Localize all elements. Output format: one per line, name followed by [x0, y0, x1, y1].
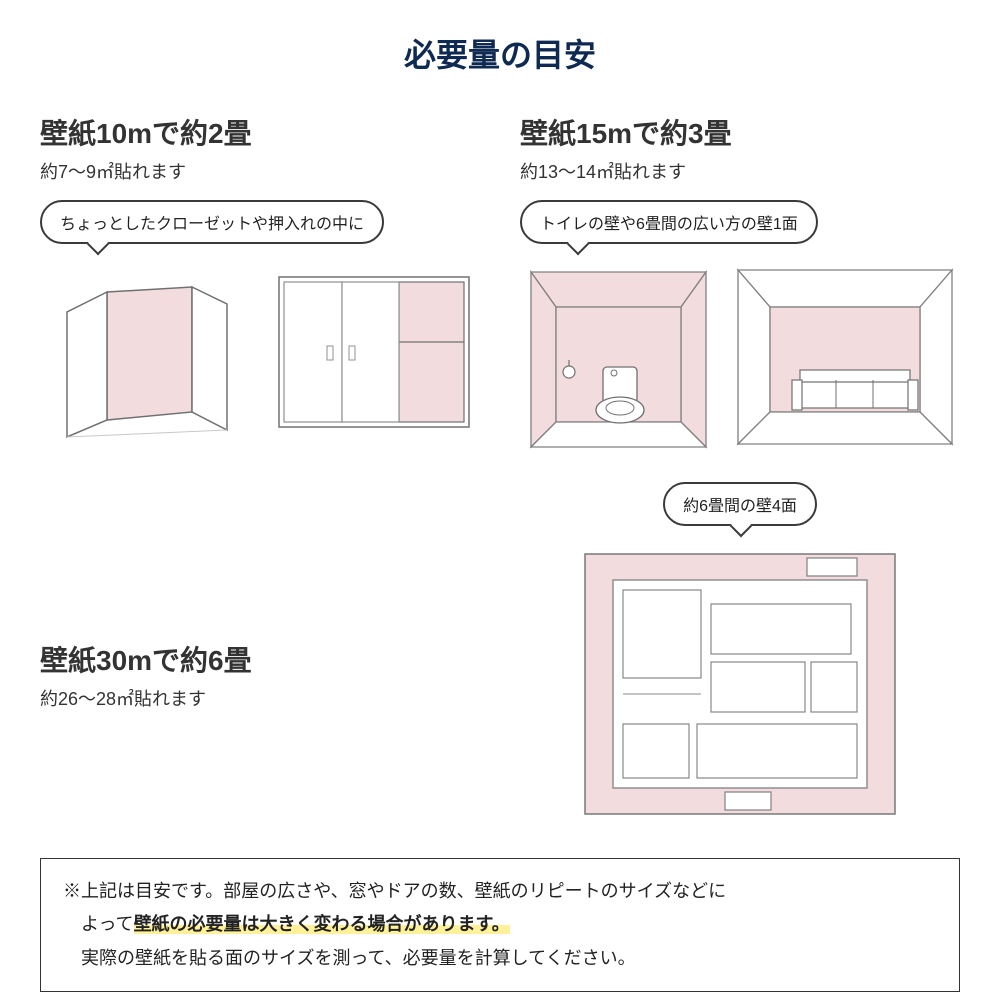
bubble-15m: トイレの壁や6畳間の広い方の壁1面 [520, 200, 818, 244]
bubble-30m: 約6畳間の壁4面 [663, 482, 817, 526]
note-line-2-prefix: よって [63, 914, 134, 934]
heading-10m: 壁紙10mで約2畳 [40, 112, 480, 152]
block-10m: 壁紙10mで約2畳 約7〜9㎡貼れます ちょっとしたクローゼットや押入れの中に [40, 112, 480, 452]
content-grid: 壁紙10mで約2畳 約7〜9㎡貼れます ちょっとしたクローゼットや押入れの中に [40, 112, 960, 824]
block-30m: 壁紙30mで約6畳 約26〜28㎡貼れます [40, 482, 480, 824]
note-line-3: 実際の壁紙を貼る面のサイズを測って、必要量を計算してください。 [63, 942, 937, 975]
living-wall-icon [730, 262, 960, 452]
page-title: 必要量の目安 [40, 30, 960, 76]
oshiire-icon [267, 262, 480, 442]
illus-row-15m [520, 262, 960, 452]
note-highlight: 壁紙の必要量は大きく変わる場合があります。 [134, 914, 510, 934]
toilet-room-icon [520, 262, 716, 452]
heading-30m: 壁紙30mで約6畳 [40, 639, 480, 679]
note-line-2: よって壁紙の必要量は大きく変わる場合があります。 [63, 908, 937, 941]
illus-row-10m [40, 262, 480, 442]
note-line-1: ※上記は目安です。部屋の広さや、窓やドアの数、壁紙のリピートのサイズなどに [63, 875, 937, 908]
sub-10m: 約7〜9㎡貼れます [40, 158, 480, 184]
sub-30m: 約26〜28㎡貼れます [40, 685, 480, 711]
block-30m-illus: 約6畳間の壁4面 [520, 482, 960, 824]
heading-15m: 壁紙15mで約3畳 [520, 112, 960, 152]
bubble-10m: ちょっとしたクローゼットや押入れの中に [40, 200, 384, 244]
closet-icon [40, 262, 253, 442]
note-box: ※上記は目安です。部屋の広さや、窓やドアの数、壁紙のリピートのサイズなどに よっ… [40, 858, 960, 992]
sub-15m: 約13〜14㎡貼れます [520, 158, 960, 184]
six-tatami-room-icon [520, 544, 960, 824]
block-15m: 壁紙15mで約3畳 約13〜14㎡貼れます トイレの壁や6畳間の広い方の壁1面 [520, 112, 960, 452]
